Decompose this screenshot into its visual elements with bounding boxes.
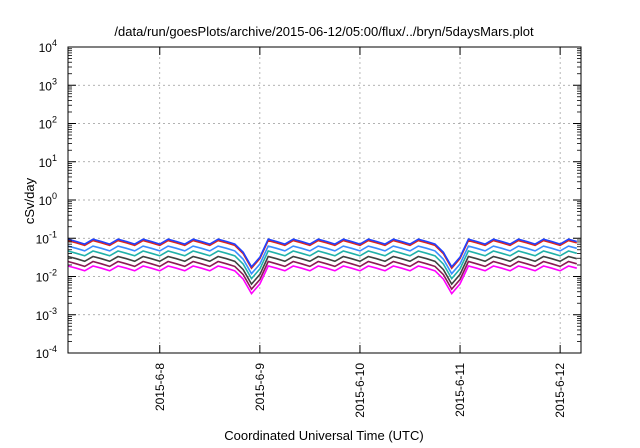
y-tick-label: 10-3	[36, 306, 57, 323]
y-tick-label: 100	[39, 191, 57, 208]
y-tick-label: 101	[39, 153, 57, 170]
x-tick-label: 2015-6-11	[453, 363, 467, 417]
series-line	[67, 238, 578, 269]
y-tick-label: 10-4	[36, 344, 57, 361]
y-axis: 10-4 10-3 10-2 10-1 100 101 102 103 104	[36, 38, 581, 361]
y-tick-label: 10-2	[36, 268, 57, 285]
series-line	[67, 260, 578, 291]
x-axis: 2015-6-8 2015-6-9 2015-6-10 2015-6-11 2015-6…	[153, 47, 567, 418]
y-axis-label: cSv/day	[22, 177, 37, 224]
x-tick-label: 2015-6-9	[253, 363, 267, 411]
series-line	[67, 250, 578, 280]
series-line	[67, 255, 578, 286]
x-tick-label: 2015-6-12	[553, 363, 567, 418]
y-tick-label: 102	[39, 115, 57, 132]
series-line	[67, 245, 578, 276]
y-tick-label: 103	[39, 76, 57, 93]
x-axis-label: Coordinated Universal Time (UTC)	[224, 428, 423, 443]
grid	[68, 47, 581, 353]
series-line	[67, 239, 578, 270]
y-tick-label: 104	[39, 38, 57, 55]
x-tick-label: 2015-6-8	[153, 363, 167, 411]
x-tick-label: 2015-6-10	[353, 363, 367, 418]
series-group	[67, 238, 578, 295]
series-line	[67, 265, 578, 295]
y-tick-label: 10-1	[36, 229, 57, 246]
chart-title: /data/run/goesPlots/archive/2015-06-12/0…	[114, 24, 534, 39]
